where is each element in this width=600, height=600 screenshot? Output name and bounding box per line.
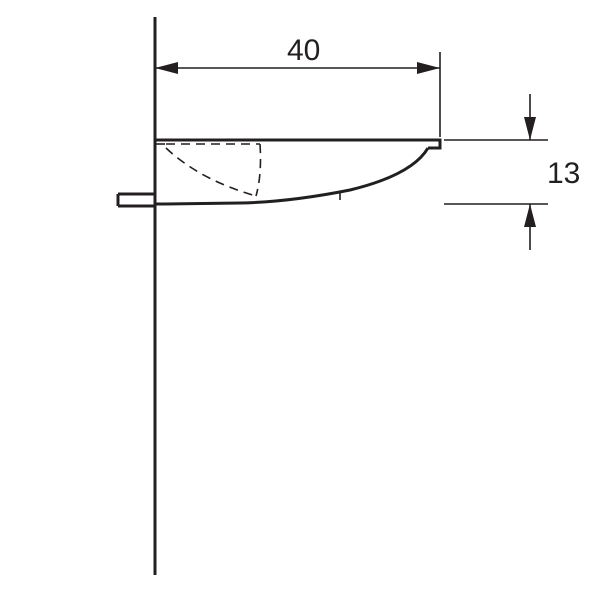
dimension-width-label: 40	[287, 34, 320, 67]
dimension-height-label: 13	[547, 157, 580, 190]
drain-pipe	[118, 194, 155, 206]
dimension-height: 13	[444, 94, 580, 250]
dimension-width: 40	[155, 34, 440, 137]
basin-profile	[155, 140, 440, 204]
